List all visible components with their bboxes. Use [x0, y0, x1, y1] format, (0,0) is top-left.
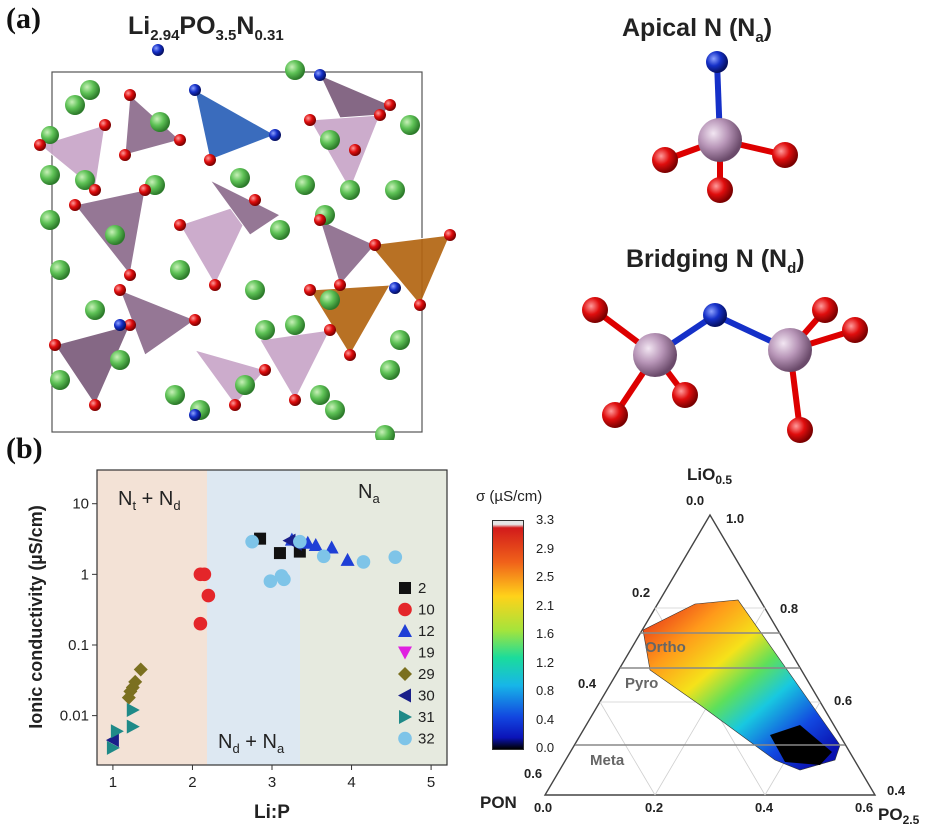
bottom-tick-1: 0.2 [645, 800, 663, 815]
data-point-series-32 [388, 550, 403, 564]
data-point-series-31 [106, 740, 120, 755]
x-tick-label: 1 [109, 774, 117, 791]
data-point-series-32 [293, 534, 307, 549]
legend-marker-2 [399, 582, 411, 594]
colorbar-tick: 0.0 [536, 740, 555, 755]
right-tick-1: 0.8 [780, 601, 798, 616]
legend-label-19: 19 [418, 645, 435, 662]
colorbar [492, 520, 524, 750]
legend-label-12: 12 [418, 623, 435, 640]
bridging-n-title: Bridging N (Nd) [626, 245, 805, 277]
right-tick-3: 0.4 [887, 783, 906, 798]
zone-meta: Meta [590, 752, 625, 769]
data-point-series-10 [193, 567, 208, 582]
panel-b-label: (b) [6, 432, 43, 465]
y-tick-label: 1 [81, 566, 89, 583]
ternary-diagram: Ortho Pyro Meta LiO0.5 PON PO2.5 0.0 0.2… [480, 465, 920, 827]
legend-label-10: 10 [418, 602, 435, 619]
right-tick-0: 1.0 [726, 511, 744, 526]
data-point-series-29 [128, 674, 143, 689]
legend-marker-29 [398, 667, 412, 681]
legend-marker-32 [398, 731, 412, 746]
colorbar-tick: 3.3 [536, 512, 555, 527]
bridging-n-molecule [582, 297, 868, 443]
bottom-tick-2: 0.4 [755, 800, 774, 815]
zone-ortho: Ortho [645, 639, 686, 656]
legend-label-31: 31 [418, 709, 435, 726]
y-tick-label: 10 [72, 496, 89, 513]
region-label-nt-nd: Nt + Nd [118, 488, 181, 513]
zone-pyro: Pyro [625, 675, 658, 692]
colorbar-tick: 1.2 [536, 654, 555, 670]
legend-marker-19 [398, 646, 412, 660]
colorbar-tick: 0.4 [536, 711, 555, 727]
colorbar-tick: 2.5 [536, 569, 555, 584]
panel-a-label: (a) [6, 2, 41, 35]
data-point-series-29 [133, 662, 148, 677]
left-tick-3: 0.6 [524, 766, 542, 781]
data-point-series-32 [277, 572, 291, 587]
legend-marker-12 [398, 624, 412, 637]
y-tick-label: 0.1 [68, 637, 89, 654]
colorbar-tick: 2.9 [536, 540, 555, 556]
data-point-series-30 [105, 733, 119, 748]
bottom-tick-3: 0.6 [855, 800, 873, 815]
left-tick-1: 0.2 [632, 585, 650, 600]
bottom-tick-0: 0.0 [534, 800, 552, 815]
data-point-series-31 [126, 719, 140, 734]
x-tick-label: 2 [188, 774, 196, 791]
legend-marker-10 [398, 602, 412, 617]
crystal-structure-image [34, 44, 456, 440]
data-point-series-32 [245, 534, 259, 549]
colorbar-tick: 0.8 [536, 683, 555, 698]
ternary-top-label: LiO0.5 [687, 465, 732, 487]
ternary-left-label: PON [480, 793, 517, 812]
y-tick-label: 0.01 [60, 708, 89, 725]
legend-label-32: 32 [418, 731, 435, 748]
legend-label-30: 30 [418, 688, 435, 705]
right-tick-2: 0.6 [834, 693, 852, 708]
data-point-series-32 [356, 555, 371, 569]
x-tick-label: 5 [427, 774, 435, 791]
x-tick-label: 3 [268, 774, 276, 791]
data-point-series-12 [308, 538, 323, 552]
data-point-series-31 [126, 703, 140, 718]
left-tick-2: 0.4 [578, 676, 597, 691]
ternary-right-label: PO2.5 [878, 805, 920, 827]
zone-lines [575, 632, 845, 746]
conductivity-contour-region [642, 599, 841, 771]
x-axis-label: Li:P [254, 802, 290, 823]
data-point-series-32 [316, 549, 331, 564]
left-tick-0: 0.0 [686, 493, 704, 508]
legend-marker-31 [399, 710, 412, 724]
legend-label-2: 2 [418, 580, 426, 597]
colorbar-title: σ (µS/cm) [476, 488, 543, 505]
data-point-series-12 [324, 540, 339, 554]
region-nt-nd [97, 470, 207, 765]
data-point-series-32 [263, 574, 278, 588]
y-axis-label: Ionic conductivity (µS/cm) [26, 505, 46, 728]
data-point-series-10 [201, 588, 216, 603]
legend-label-29: 29 [418, 666, 435, 683]
formula-title: Li2.94PO3.5N0.31 [128, 12, 284, 44]
data-point-series-31 [110, 724, 124, 739]
data-point-series-12 [340, 552, 355, 566]
colorbar-ticks: 3.3 2.9 2.5 2.1 1.6 1.2 0.8 0.4 0.0 [536, 512, 576, 756]
x-tick-label: 4 [347, 774, 355, 791]
apical-n-molecule [652, 51, 798, 203]
apical-n-title: Apical N (Na) [622, 14, 773, 46]
region-na [300, 470, 447, 765]
region-label-na: Na [358, 481, 380, 506]
colorbar-tick: 2.1 [536, 597, 555, 613]
data-point-series-2 [273, 547, 286, 560]
ternary-outline [543, 513, 877, 796]
region-nd-na [207, 470, 300, 765]
legend-marker-30 [398, 688, 411, 703]
region-label-nd-na: Nd + Na [218, 731, 285, 756]
colorbar-tick: 1.6 [536, 626, 555, 641]
data-point-series-10 [193, 616, 208, 631]
